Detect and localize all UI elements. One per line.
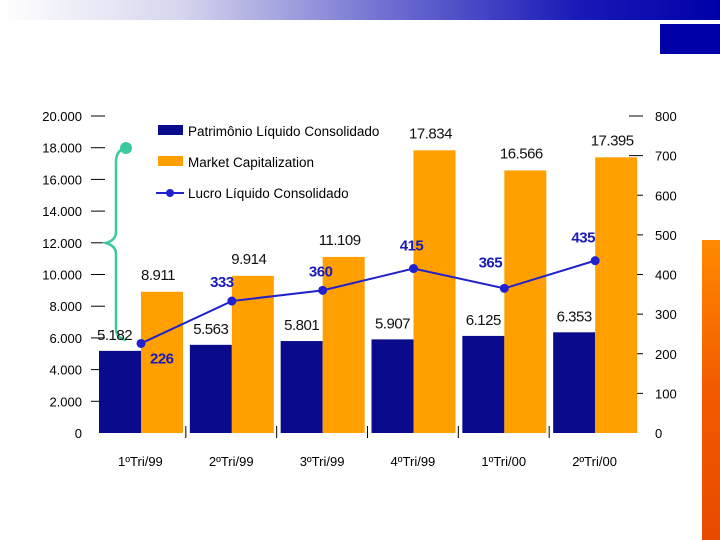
bar-equity xyxy=(99,350,141,433)
right-tick-label: 700 xyxy=(655,149,677,164)
legend-label-profit: Lucro Líquido Consolidado xyxy=(188,186,349,201)
profit-point xyxy=(136,338,146,348)
bars xyxy=(99,150,638,433)
left-tick-label: 12.000 xyxy=(42,236,82,251)
right-tick-label: 400 xyxy=(655,268,677,283)
category-label: 2ºTri/99 xyxy=(209,454,254,469)
profit-value-label: 226 xyxy=(150,350,174,367)
bar-market-cap xyxy=(322,256,365,433)
profit-value-label: 435 xyxy=(571,230,595,247)
left-tick-label: 8.000 xyxy=(49,299,82,314)
right-tick-label: 500 xyxy=(655,228,677,243)
bar-equity xyxy=(189,344,232,433)
legend-label-equity: Patrimônio Líquido Consolidado xyxy=(188,124,379,139)
bar-market-cap xyxy=(595,157,638,433)
bar-market-cap xyxy=(231,275,274,433)
legend-marker-profit xyxy=(166,189,174,197)
profit-series-line xyxy=(140,259,596,345)
right-tick-label: 200 xyxy=(655,347,677,362)
bar-equity xyxy=(371,339,414,433)
range-bracket xyxy=(101,142,132,342)
bar-equity xyxy=(280,341,323,433)
left-tick-label: 0 xyxy=(75,426,82,441)
market-cap-value-label: 9.914 xyxy=(231,251,266,268)
left-tick-label: 14.000 xyxy=(42,204,82,219)
left-tick-label: 4.000 xyxy=(49,363,82,378)
bar-equity xyxy=(462,335,505,433)
profit-value-label: 415 xyxy=(400,238,424,255)
corner-accent-block xyxy=(660,24,720,54)
equity-value-label: 6.125 xyxy=(466,312,501,329)
bar-equity xyxy=(553,332,596,433)
right-tick-label: 800 xyxy=(655,109,677,124)
left-tick-label: 20.000 xyxy=(42,109,82,124)
category-label: 1ºTri/99 xyxy=(118,454,163,469)
side-accent-strip xyxy=(702,240,720,540)
left-tick-label: 16.000 xyxy=(42,172,82,187)
left-tick-label: 2.000 xyxy=(49,394,82,409)
profit-point xyxy=(499,283,509,293)
left-tick-label: 10.000 xyxy=(42,268,82,283)
category-label: 1ºTri/00 xyxy=(481,454,526,469)
legend: Patrimônio Líquido Consolidado Market Ca… xyxy=(156,124,379,201)
right-tick-label: 0 xyxy=(655,426,662,441)
profit-point xyxy=(590,256,600,266)
market-cap-value-label: 11.109 xyxy=(319,232,361,249)
profit-point xyxy=(318,285,328,295)
bar-market-cap xyxy=(413,150,456,433)
profit-value-label: 360 xyxy=(309,263,333,280)
bracket-dot xyxy=(120,142,132,154)
left-tick-label: 6.000 xyxy=(49,331,82,346)
right-axis: 0 100 200 300 400 500 600 700 800 xyxy=(629,109,677,441)
market-cap-value-label: 8.911 xyxy=(141,267,175,284)
equity-value-label: 6.353 xyxy=(557,308,592,325)
right-tick-label: 100 xyxy=(655,386,677,401)
equity-value-label: 5.801 xyxy=(284,317,319,334)
profit-value-label: 333 xyxy=(210,274,234,291)
equity-value-label: 5.907 xyxy=(375,315,410,332)
right-tick-label: 300 xyxy=(655,307,677,322)
equity-value-label: 5.182 xyxy=(97,327,132,344)
legend-label-market: Market Capitalization xyxy=(188,155,314,170)
profit-value-label: 365 xyxy=(479,254,503,271)
category-label: 2ºTri/00 xyxy=(572,454,617,469)
legend-swatch-equity xyxy=(158,125,183,135)
profit-point xyxy=(409,264,418,274)
market-cap-value-label: 17.834 xyxy=(409,125,452,142)
profit-point xyxy=(227,296,237,306)
left-axis: 0 2.000 4.000 6.000 8.000 10.000 12.000 14.000 1… xyxy=(42,109,105,441)
bar-market-cap xyxy=(504,170,547,433)
bracket-line xyxy=(101,146,127,342)
bar-market-cap xyxy=(141,291,183,433)
legend-swatch-market xyxy=(158,156,183,166)
left-tick-label: 18.000 xyxy=(42,141,82,156)
category-label: 4ºTri/99 xyxy=(391,454,436,469)
category-label: 3ºTri/99 xyxy=(300,454,345,469)
header-gradient-band xyxy=(0,0,720,20)
right-tick-label: 600 xyxy=(655,188,677,203)
equity-value-label: 5.563 xyxy=(193,321,228,338)
profit-line: 226 333 360 415 365 435 xyxy=(136,230,600,367)
data-labels: 5.182 8.911 5.563 9.914 5.801 11.109 5.907 17.8… xyxy=(97,125,634,344)
category-labels: 1ºTri/99 2ºTri/99 3ºTri/99 4ºTri/99 1ºTri/00… xyxy=(118,426,617,469)
market-cap-value-label: 16.566 xyxy=(500,145,543,162)
market-cap-value-label: 17.395 xyxy=(591,132,634,149)
